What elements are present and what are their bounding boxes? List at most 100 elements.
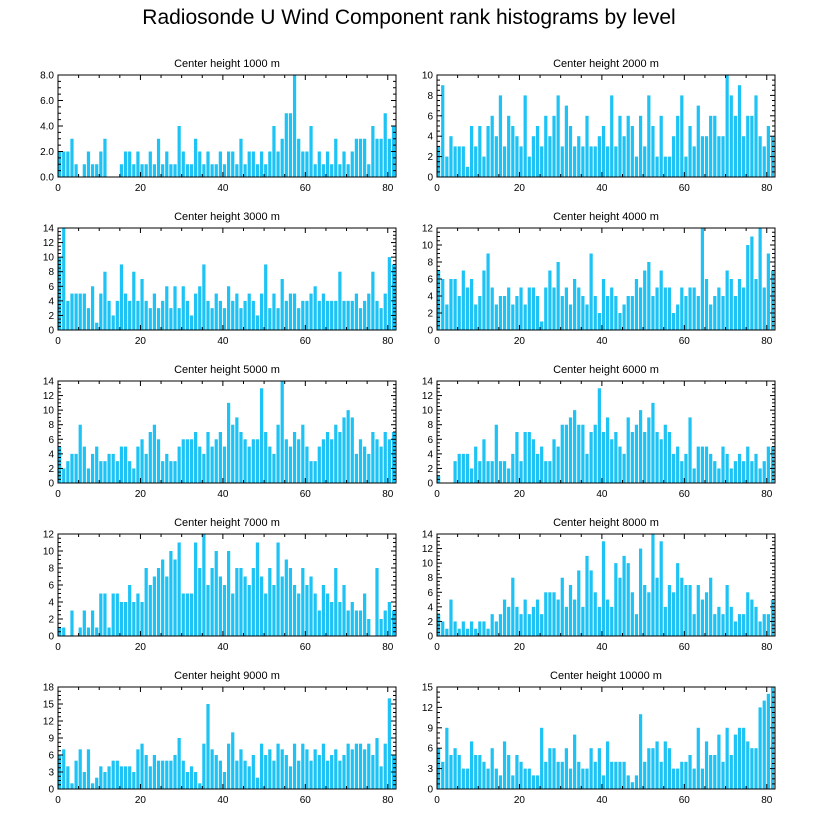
histogram-bar — [62, 627, 66, 636]
histogram-bar — [346, 300, 350, 330]
histogram-bar — [292, 75, 297, 177]
histogram-bar — [626, 296, 630, 330]
histogram-bar — [445, 727, 449, 789]
histogram-bar — [680, 95, 684, 177]
y-tick-label: 6 — [427, 435, 433, 446]
histogram-bar — [330, 164, 334, 177]
histogram-bar — [363, 446, 367, 483]
histogram-bar — [342, 151, 346, 177]
histogram-bar — [358, 138, 363, 177]
histogram-bar — [107, 766, 111, 789]
histogram-bar — [354, 610, 358, 636]
histogram-bar — [597, 606, 601, 636]
histogram-bar — [511, 304, 515, 330]
histogram-bar — [62, 228, 66, 330]
histogram-bar — [573, 279, 577, 330]
histogram-bar — [255, 315, 260, 330]
histogram-bar — [292, 432, 297, 483]
histogram-bar — [560, 761, 564, 789]
histogram-bar — [564, 424, 568, 483]
histogram-bar — [721, 614, 725, 636]
histogram-bar — [441, 279, 445, 330]
histogram-bar — [169, 551, 173, 636]
histogram-bar — [606, 417, 610, 483]
histogram-bar — [210, 749, 214, 789]
histogram-bar — [531, 287, 536, 330]
histogram-bar — [589, 570, 593, 636]
histogram-bar — [511, 453, 515, 483]
histogram-bar — [568, 768, 573, 789]
histogram-bar — [717, 734, 721, 789]
histogram-bar — [214, 164, 218, 177]
histogram-bar — [214, 551, 218, 636]
histogram-bar — [255, 542, 260, 636]
histogram-bar — [140, 602, 144, 636]
histogram-bar — [330, 602, 334, 636]
histogram-bar — [338, 760, 342, 789]
x-tick-label: 0 — [434, 642, 440, 653]
x-tick-label: 80 — [382, 795, 394, 806]
histogram-bar — [614, 146, 618, 177]
histogram-bar — [750, 599, 754, 636]
histogram-bar — [671, 136, 676, 177]
histogram-bar — [659, 541, 663, 636]
histogram-bar — [548, 592, 552, 636]
histogram-bar — [498, 461, 503, 483]
histogram-bar — [692, 287, 696, 330]
histogram-bar — [737, 453, 742, 483]
histogram-bar — [490, 287, 494, 330]
histogram-bar — [379, 138, 383, 177]
histogram-bar — [387, 257, 391, 330]
histogram-bar — [280, 279, 284, 330]
y-tick-label: 0 — [427, 632, 433, 643]
histogram-bar — [350, 151, 354, 177]
histogram-bar — [581, 768, 585, 789]
histogram-bar — [119, 446, 124, 483]
histogram-bar — [523, 599, 527, 636]
histogram-bar — [630, 432, 634, 483]
histogram-bar — [643, 432, 647, 483]
histogram-bar — [144, 453, 148, 483]
histogram-bar — [259, 293, 264, 330]
histogram-bar — [511, 126, 515, 177]
histogram-bar — [342, 755, 346, 789]
histogram-bar — [667, 287, 672, 330]
histogram-bar — [585, 304, 589, 330]
histogram-bar — [601, 432, 606, 483]
y-tick-label: 4 — [427, 132, 433, 143]
histogram-bar — [502, 296, 507, 330]
histogram-bar — [486, 461, 490, 483]
histogram-bar — [552, 287, 556, 330]
histogram-bar — [346, 410, 350, 483]
histogram-bar — [387, 602, 391, 636]
histogram-bar — [742, 287, 746, 330]
histogram-bar — [593, 424, 597, 483]
histogram-bar — [206, 300, 210, 330]
histogram-bar — [593, 146, 597, 177]
histogram-bar — [128, 300, 132, 330]
histogram-bar — [297, 760, 301, 789]
histogram-bar — [70, 138, 74, 177]
x-tick-label: 60 — [300, 489, 312, 500]
histogram-bar — [251, 151, 255, 177]
histogram-bar — [606, 599, 610, 636]
histogram-bar — [663, 741, 667, 789]
y-tick-label: 2 — [427, 464, 433, 475]
histogram-bar — [610, 761, 614, 789]
histogram-bar — [474, 446, 478, 483]
histogram-bar — [227, 551, 231, 636]
histogram-bar — [128, 461, 132, 483]
histogram-bar — [700, 446, 705, 483]
histogram-bar — [507, 287, 511, 330]
histogram-bar — [342, 300, 346, 330]
histogram-bar — [218, 576, 222, 636]
histogram-bar — [218, 151, 222, 177]
histogram-bar — [140, 439, 144, 483]
histogram-bar — [264, 164, 268, 177]
x-tick-label: 0 — [55, 336, 61, 347]
x-tick-label: 80 — [382, 183, 394, 194]
histogram-bar — [758, 621, 762, 636]
x-tick-label: 20 — [135, 489, 147, 500]
histogram-bar — [441, 761, 445, 789]
histogram-bar — [688, 417, 692, 483]
